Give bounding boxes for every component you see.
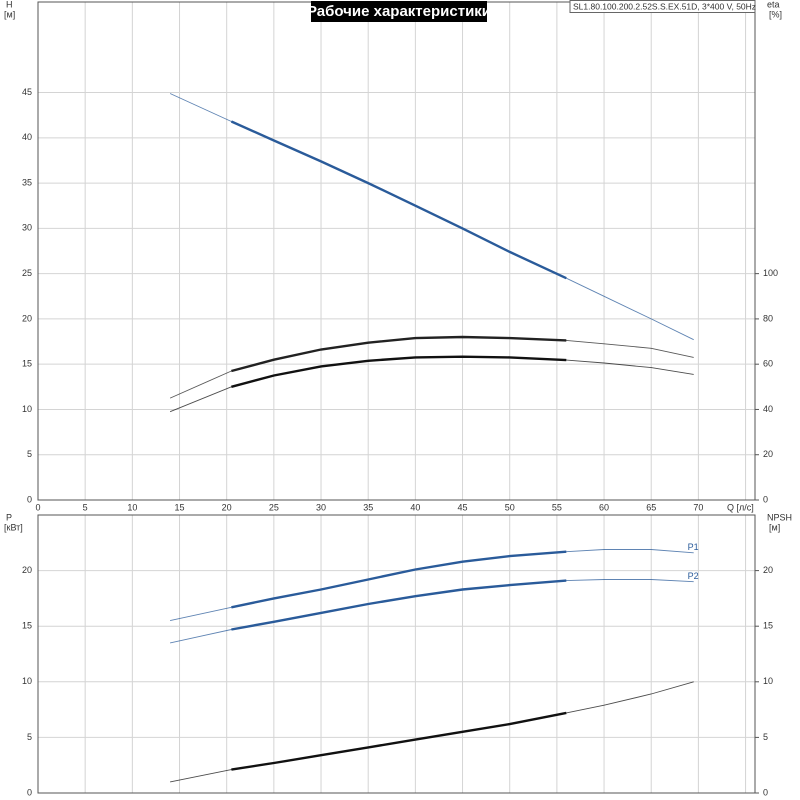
title-box	[311, 1, 487, 22]
pump-label: SL1.80.100.200.2.52S.S.EX.51D, 3*400 V, …	[573, 1, 756, 11]
curve-duty	[231, 355, 567, 388]
y2-tick-label: 20	[763, 449, 773, 459]
curve	[169, 356, 694, 413]
y-tick-label: 25	[22, 268, 32, 278]
y-axis-label: H	[6, 0, 13, 9]
y2-axis-unit: [м]	[769, 522, 780, 532]
x-tick-label: 30	[316, 502, 326, 512]
y-tick-label: 40	[22, 132, 32, 142]
y2-tick-label: 0	[763, 494, 768, 504]
plot-frame	[37, 514, 756, 794]
y-tick-label: 30	[22, 223, 32, 233]
y2-tick-label: 80	[763, 313, 773, 323]
y-tick-label: 0	[27, 787, 32, 797]
x-tick-label: 0	[35, 502, 40, 512]
y2-tick-label: 10	[763, 676, 773, 686]
y-axis-label: P	[6, 512, 12, 522]
y2-axis-label: eta	[767, 0, 780, 9]
x-tick-label: 65	[646, 502, 656, 512]
curve	[170, 549, 694, 622]
x-tick-label: 10	[127, 502, 137, 512]
y2-tick-label: 100	[763, 268, 778, 278]
x-tick-label: 60	[599, 502, 609, 512]
x-tick-label: 15	[175, 502, 185, 512]
x-tick-label: 35	[363, 502, 373, 512]
x-tick-label: 70	[693, 502, 703, 512]
y-tick-label: 0	[27, 494, 32, 504]
chart-title: Рабочие характеристики	[307, 3, 491, 20]
pump-box	[569, 0, 756, 13]
y-tick-label: 45	[22, 87, 32, 97]
y-tick-label: 5	[27, 449, 32, 459]
y2-tick-label: 0	[763, 787, 768, 797]
y-axis-unit: [м]	[4, 9, 15, 19]
series-label: P2	[688, 571, 699, 581]
series-label: P1	[688, 542, 699, 552]
y2-axis-label: NPSH	[767, 512, 792, 522]
curve-duty	[231, 711, 567, 771]
curve-duty	[231, 335, 567, 373]
curve-duty	[231, 579, 567, 631]
y2-axis-unit: [%]	[769, 9, 782, 19]
y-axis-unit: [кВт]	[4, 522, 23, 532]
y-tick-label: 5	[27, 732, 32, 742]
x-tick-label: 50	[505, 502, 515, 512]
x-tick-label: 40	[410, 502, 420, 512]
y-tick-label: 15	[22, 621, 32, 631]
y2-tick-label: 5	[763, 732, 768, 742]
y-tick-label: 10	[22, 676, 32, 686]
curve-duty	[230, 120, 567, 280]
y2-tick-label: 40	[763, 404, 773, 414]
y2-tick-label: 60	[763, 359, 773, 369]
x-tick-label: 55	[552, 502, 562, 512]
x-tick-label: 45	[458, 502, 468, 512]
x-tick-label: 25	[269, 502, 279, 512]
y-tick-label: 35	[22, 177, 32, 187]
curve	[170, 579, 694, 644]
y2-tick-label: 20	[763, 565, 773, 575]
x-tick-label: 5	[83, 502, 88, 512]
y-tick-label: 15	[22, 359, 32, 369]
y-tick-label: 10	[22, 404, 32, 414]
curve-duty	[231, 550, 567, 609]
y2-tick-label: 15	[763, 621, 773, 631]
plot-frame	[37, 1, 756, 501]
x-axis-label: Q [л/с]	[727, 502, 754, 512]
x-tick-label: 20	[222, 502, 232, 512]
y-tick-label: 20	[22, 565, 32, 575]
y-tick-label: 20	[22, 313, 32, 323]
